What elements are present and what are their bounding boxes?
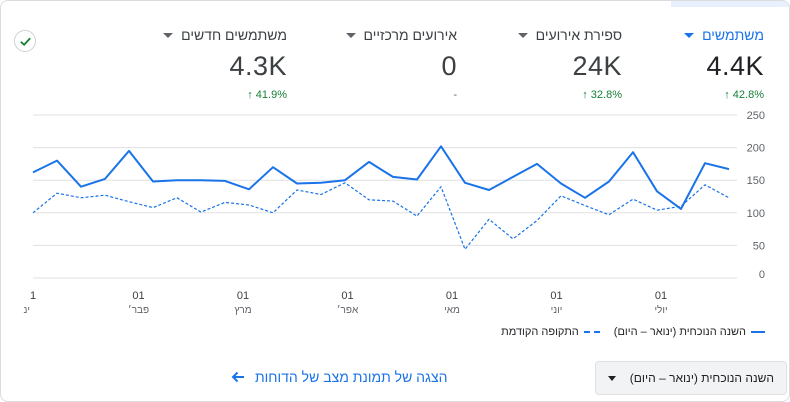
date-range-label: השנה הנוכחית (ינואר – היום) [629, 371, 774, 385]
y-tick-label: 250 [747, 110, 765, 122]
solid-line-swatch [751, 331, 765, 333]
x-tick-month-label: אפר׳ [337, 305, 359, 316]
y-tick-label: 0 [759, 269, 765, 281]
metric-value: 4.3K [229, 51, 287, 81]
metric-delta: 41.9% ↑ [247, 89, 287, 101]
caret-down-icon [608, 375, 616, 381]
x-tick-day-label: 01 [446, 290, 458, 302]
x-tick-day-label: 01 [550, 290, 562, 302]
x-tick-month-label: ינ [24, 305, 31, 316]
link-label: הצגה של תמונת מצב של הדוחות [255, 369, 448, 385]
metric-value: 0 [441, 51, 457, 81]
selected-metric-indicator [671, 1, 789, 7]
metric-delta: 42.8% ↑ [724, 89, 764, 101]
x-tick-month-label: מאי [444, 305, 460, 316]
metric-label: אירועים מרכזיים [363, 27, 457, 43]
x-tick-day-label: 1 [30, 290, 36, 302]
legend-previous-period: התקופה הקודמת [501, 326, 600, 338]
date-range-selector[interactable]: השנה הנוכחית (ינואר – היום) [595, 361, 787, 395]
caret-down-icon[interactable] [684, 32, 695, 38]
metric-label: משתמשים [702, 27, 764, 43]
caret-down-icon[interactable] [163, 32, 174, 38]
users-line-chart: 2502001501005001ינ01פבר׳01מרץ01אפר׳01מאי… [24, 110, 766, 316]
x-tick-month-label: יולי [654, 304, 667, 316]
y-tick-label: 50 [753, 240, 765, 252]
dashed-line-swatch [583, 331, 600, 333]
x-tick-month-label: פבר׳ [128, 305, 149, 316]
check-circle-icon [14, 30, 36, 52]
y-tick-label: 150 [747, 175, 765, 187]
x-tick-day-label: 01 [132, 290, 144, 302]
legend-current-period: השנה הנוכחית (ינואר – היום) [614, 326, 765, 338]
arrow-left-icon [231, 371, 244, 383]
caret-down-icon[interactable] [345, 32, 356, 38]
view-reports-snapshot-link[interactable]: הצגה של תמונת מצב של הדוחות [231, 369, 447, 385]
x-tick-day-label: 01 [655, 290, 667, 302]
metric-value: 24K [572, 51, 622, 81]
metric-users[interactable]: משתמשים 4.4K 42.8% ↑ [684, 27, 764, 101]
metric-label: משתמשים חדשים [181, 27, 287, 43]
y-tick-label: 100 [747, 208, 765, 220]
current-period-line [32, 145, 730, 210]
metric-delta: 32.8% ↑ [582, 89, 622, 101]
chart-legend: השנה הנוכחית (ינואר – היום) התקופה הקודמ… [501, 326, 765, 338]
metric-value: 4.4K [706, 51, 764, 81]
x-tick-month-label: מרץ [234, 305, 251, 316]
metric-event-count[interactable]: ספירת אירועים 24K 32.8% ↑ [517, 27, 622, 101]
x-tick-day-label: 01 [341, 290, 353, 302]
y-tick-label: 200 [747, 143, 765, 155]
metric-new-users[interactable]: משתמשים חדשים 4.3K 41.9% ↑ [163, 27, 287, 101]
metric-key-events[interactable]: אירועים מרכזיים 0 - [345, 27, 457, 101]
x-tick-day-label: 01 [237, 290, 249, 302]
x-tick-month-label: יוני [551, 305, 563, 316]
previous-period-line [32, 182, 730, 250]
metric-delta: - [453, 89, 457, 101]
caret-down-icon[interactable] [517, 32, 528, 38]
metric-label: ספירת אירועים [535, 27, 622, 43]
